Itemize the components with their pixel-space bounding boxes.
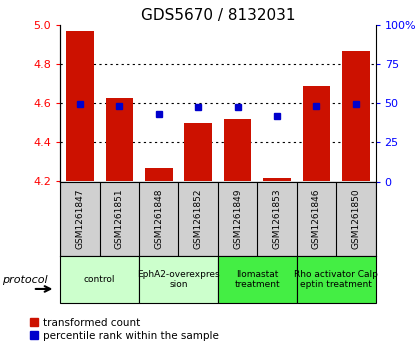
Text: GSM1261850: GSM1261850	[352, 188, 360, 249]
Bar	[218, 256, 297, 303]
Bar	[224, 119, 251, 182]
Legend: transformed count, percentile rank within the sample: transformed count, percentile rank withi…	[26, 314, 223, 345]
Bar	[145, 168, 173, 182]
Bar	[342, 51, 370, 182]
Bar	[184, 123, 212, 182]
Text: GSM1261851: GSM1261851	[115, 188, 124, 249]
Bar	[66, 31, 94, 182]
Text: protocol: protocol	[2, 274, 48, 285]
Text: GSM1261849: GSM1261849	[233, 188, 242, 249]
Bar	[297, 256, 376, 303]
Title: GDS5670 / 8132031: GDS5670 / 8132031	[141, 8, 295, 23]
Text: GSM1261847: GSM1261847	[76, 188, 84, 249]
Text: Rho activator Calp
eptin treatment: Rho activator Calp eptin treatment	[294, 270, 378, 289]
Text: EphA2-overexpres
sion: EphA2-overexpres sion	[137, 270, 220, 289]
Bar	[105, 98, 133, 182]
Bar	[60, 256, 139, 303]
Text: GSM1261852: GSM1261852	[194, 188, 203, 249]
Text: control: control	[84, 275, 115, 284]
Text: GSM1261846: GSM1261846	[312, 188, 321, 249]
Text: Ilomastat
treatment: Ilomastat treatment	[234, 270, 280, 289]
Bar	[303, 86, 330, 182]
Text: GSM1261848: GSM1261848	[154, 188, 163, 249]
Bar	[139, 256, 218, 303]
Text: GSM1261853: GSM1261853	[273, 188, 281, 249]
Bar	[263, 178, 291, 182]
